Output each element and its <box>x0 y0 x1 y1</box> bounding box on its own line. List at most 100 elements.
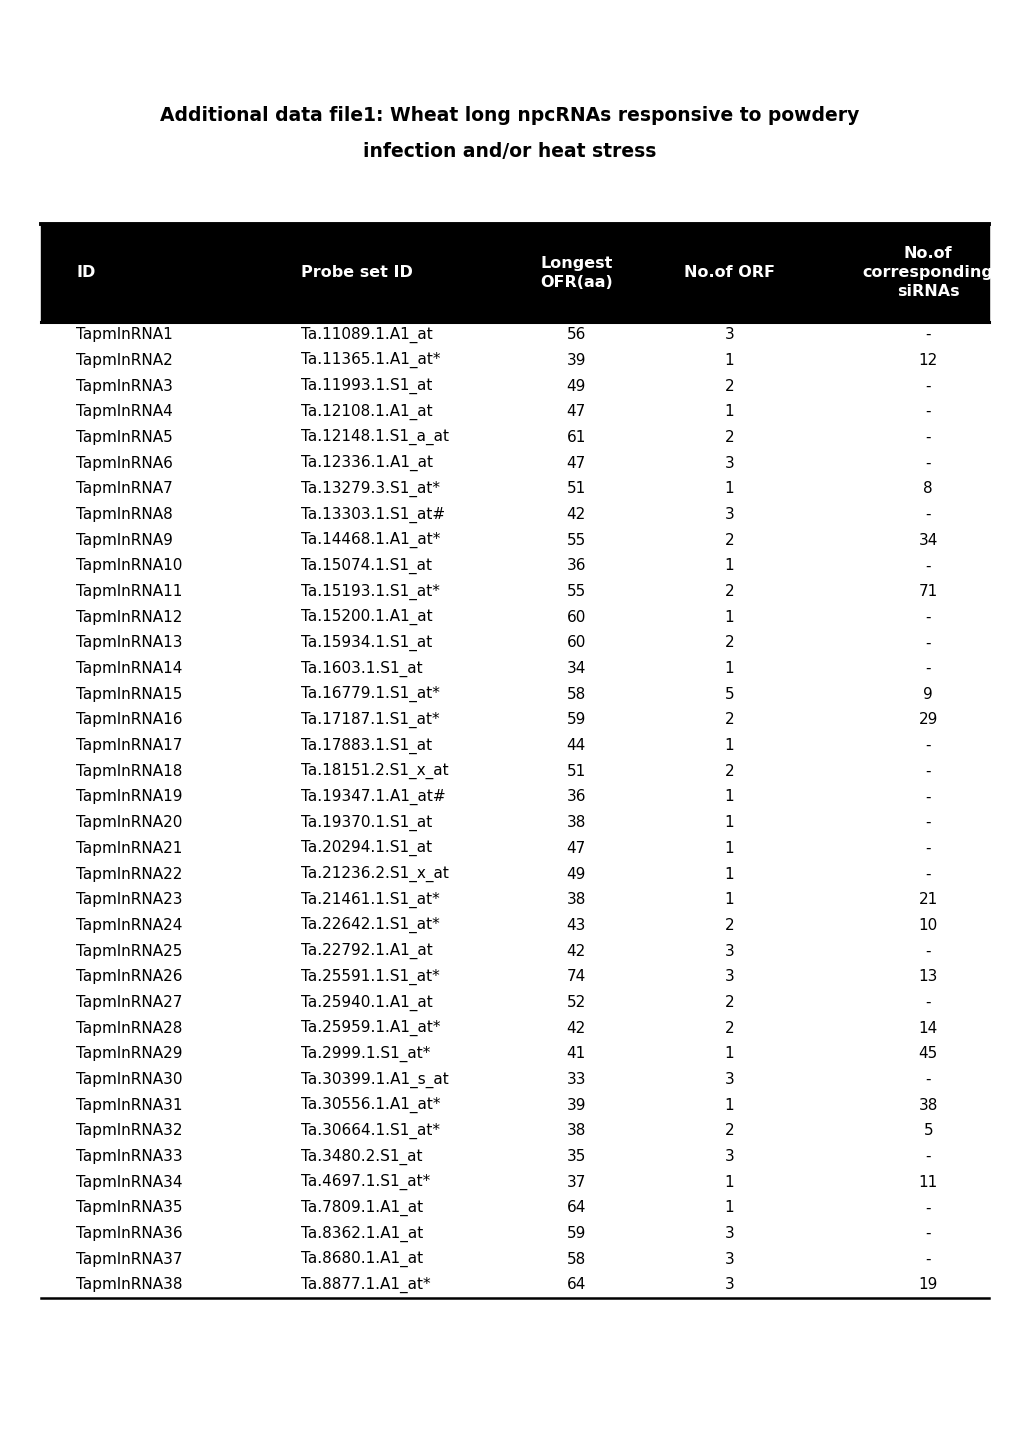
Text: TapmlnRNA31: TapmlnRNA31 <box>76 1098 182 1113</box>
Text: 55: 55 <box>567 584 585 599</box>
Text: 51: 51 <box>567 763 585 779</box>
Text: TapmlnRNA16: TapmlnRNA16 <box>76 713 182 727</box>
Text: TapmlnRNA7: TapmlnRNA7 <box>76 482 173 496</box>
Text: TapmlnRNA12: TapmlnRNA12 <box>76 610 182 625</box>
Text: 35: 35 <box>567 1149 585 1165</box>
Text: Ta.11365.1.A1_at*: Ta.11365.1.A1_at* <box>301 352 440 368</box>
Text: Probe set ID: Probe set ID <box>301 266 413 280</box>
Text: -: - <box>924 506 930 522</box>
Text: Ta.25940.1.A1_at: Ta.25940.1.A1_at <box>301 994 432 1010</box>
Text: 3: 3 <box>723 328 734 342</box>
Text: 1: 1 <box>723 661 734 675</box>
Text: -: - <box>924 1227 930 1241</box>
Text: -: - <box>924 456 930 470</box>
Text: Ta.4697.1.S1_at*: Ta.4697.1.S1_at* <box>301 1175 430 1190</box>
Text: TapmlnRNA27: TapmlnRNA27 <box>76 996 182 1010</box>
Text: 56: 56 <box>567 328 585 342</box>
Text: 10: 10 <box>918 918 936 932</box>
Text: TapmlnRNA29: TapmlnRNA29 <box>76 1046 182 1061</box>
Text: TapmlnRNA11: TapmlnRNA11 <box>76 584 182 599</box>
Text: TapmlnRNA30: TapmlnRNA30 <box>76 1072 182 1087</box>
Text: Ta.1603.1.S1_at: Ta.1603.1.S1_at <box>301 661 422 677</box>
Text: TapmlnRNA26: TapmlnRNA26 <box>76 970 182 984</box>
Text: 2: 2 <box>723 584 734 599</box>
Text: -: - <box>924 430 930 444</box>
Text: Ta.13279.3.S1_at*: Ta.13279.3.S1_at* <box>301 481 439 496</box>
Text: 61: 61 <box>567 430 585 444</box>
Text: Ta.12336.1.A1_at: Ta.12336.1.A1_at <box>301 455 432 472</box>
Text: TapmlnRNA14: TapmlnRNA14 <box>76 661 182 675</box>
Text: TapmlnRNA33: TapmlnRNA33 <box>76 1149 183 1165</box>
Text: Ta.8362.1.A1_at: Ta.8362.1.A1_at <box>301 1225 423 1242</box>
Text: 39: 39 <box>566 354 586 368</box>
Text: 36: 36 <box>566 789 586 804</box>
Text: 1: 1 <box>723 739 734 753</box>
Text: -: - <box>924 996 930 1010</box>
Text: 1: 1 <box>723 867 734 882</box>
Text: Ta.30399.1.A1_s_at: Ta.30399.1.A1_s_at <box>301 1071 448 1088</box>
Text: 47: 47 <box>567 841 585 856</box>
Text: 2: 2 <box>723 532 734 547</box>
Text: TapmlnRNA35: TapmlnRNA35 <box>76 1201 182 1215</box>
Text: Ta.17187.1.S1_at*: Ta.17187.1.S1_at* <box>301 711 439 729</box>
Text: TapmlnRNA20: TapmlnRNA20 <box>76 815 182 830</box>
Text: TapmlnRNA34: TapmlnRNA34 <box>76 1175 182 1189</box>
Text: Ta.8877.1.A1_at*: Ta.8877.1.A1_at* <box>301 1277 430 1293</box>
Text: 1: 1 <box>723 1175 734 1189</box>
Text: 64: 64 <box>567 1201 585 1215</box>
Text: 2: 2 <box>723 1020 734 1036</box>
Text: Ta.19347.1.A1_at#: Ta.19347.1.A1_at# <box>301 789 445 805</box>
Text: infection and/or heat stress: infection and/or heat stress <box>363 141 656 162</box>
Text: No.of
corresponding
siRNAs: No.of corresponding siRNAs <box>862 245 993 300</box>
Text: 1: 1 <box>723 1201 734 1215</box>
Text: 51: 51 <box>567 482 585 496</box>
Text: 39: 39 <box>566 1098 586 1113</box>
Text: No.of ORF: No.of ORF <box>683 266 774 280</box>
Text: 2: 2 <box>723 918 734 932</box>
Text: 2: 2 <box>723 430 734 444</box>
Text: Additional data file1: Wheat long npcRNAs responsive to powdery: Additional data file1: Wheat long npcRNA… <box>160 105 859 126</box>
Text: TapmlnRNA8: TapmlnRNA8 <box>76 506 173 522</box>
Text: TapmlnRNA15: TapmlnRNA15 <box>76 687 182 701</box>
Text: 42: 42 <box>567 944 585 958</box>
Text: 1: 1 <box>723 789 734 804</box>
Text: Ta.18151.2.S1_x_at: Ta.18151.2.S1_x_at <box>301 763 448 779</box>
Text: 13: 13 <box>918 970 936 984</box>
Text: -: - <box>924 404 930 418</box>
Text: TapmlnRNA21: TapmlnRNA21 <box>76 841 182 856</box>
Text: -: - <box>924 789 930 804</box>
Text: 38: 38 <box>567 815 585 830</box>
Text: 55: 55 <box>567 532 585 547</box>
Text: 8: 8 <box>922 482 932 496</box>
Text: 3: 3 <box>723 1072 734 1087</box>
Text: 1: 1 <box>723 482 734 496</box>
Text: 3: 3 <box>723 506 734 522</box>
Text: TapmlnRNA23: TapmlnRNA23 <box>76 892 182 908</box>
Text: TapmlnRNA17: TapmlnRNA17 <box>76 739 182 753</box>
Text: 3: 3 <box>723 970 734 984</box>
Text: TapmlnRNA25: TapmlnRNA25 <box>76 944 182 958</box>
Text: TapmlnRNA38: TapmlnRNA38 <box>76 1277 182 1293</box>
Text: 74: 74 <box>567 970 585 984</box>
Text: TapmlnRNA13: TapmlnRNA13 <box>76 635 182 651</box>
Text: Ta.11089.1.A1_at: Ta.11089.1.A1_at <box>301 326 432 343</box>
Text: 3: 3 <box>723 456 734 470</box>
Text: Ta.7809.1.A1_at: Ta.7809.1.A1_at <box>301 1199 423 1216</box>
Text: TapmlnRNA36: TapmlnRNA36 <box>76 1227 183 1241</box>
Text: Ta.19370.1.S1_at: Ta.19370.1.S1_at <box>301 814 432 831</box>
Text: 14: 14 <box>918 1020 936 1036</box>
Text: 3: 3 <box>723 1149 734 1165</box>
Text: Ta.15074.1.S1_at: Ta.15074.1.S1_at <box>301 557 431 574</box>
Text: 1: 1 <box>723 558 734 573</box>
Text: 5: 5 <box>723 687 734 701</box>
Text: 3: 3 <box>723 1253 734 1267</box>
Text: Ta.20294.1.S1_at: Ta.20294.1.S1_at <box>301 840 432 857</box>
Text: Ta.14468.1.A1_at*: Ta.14468.1.A1_at* <box>301 532 440 548</box>
Text: 12: 12 <box>918 354 936 368</box>
Text: Ta.15193.1.S1_at*: Ta.15193.1.S1_at* <box>301 583 439 600</box>
Text: -: - <box>924 1072 930 1087</box>
Text: 1: 1 <box>723 404 734 418</box>
Text: 41: 41 <box>567 1046 585 1061</box>
Text: -: - <box>924 558 930 573</box>
Text: 58: 58 <box>567 687 585 701</box>
